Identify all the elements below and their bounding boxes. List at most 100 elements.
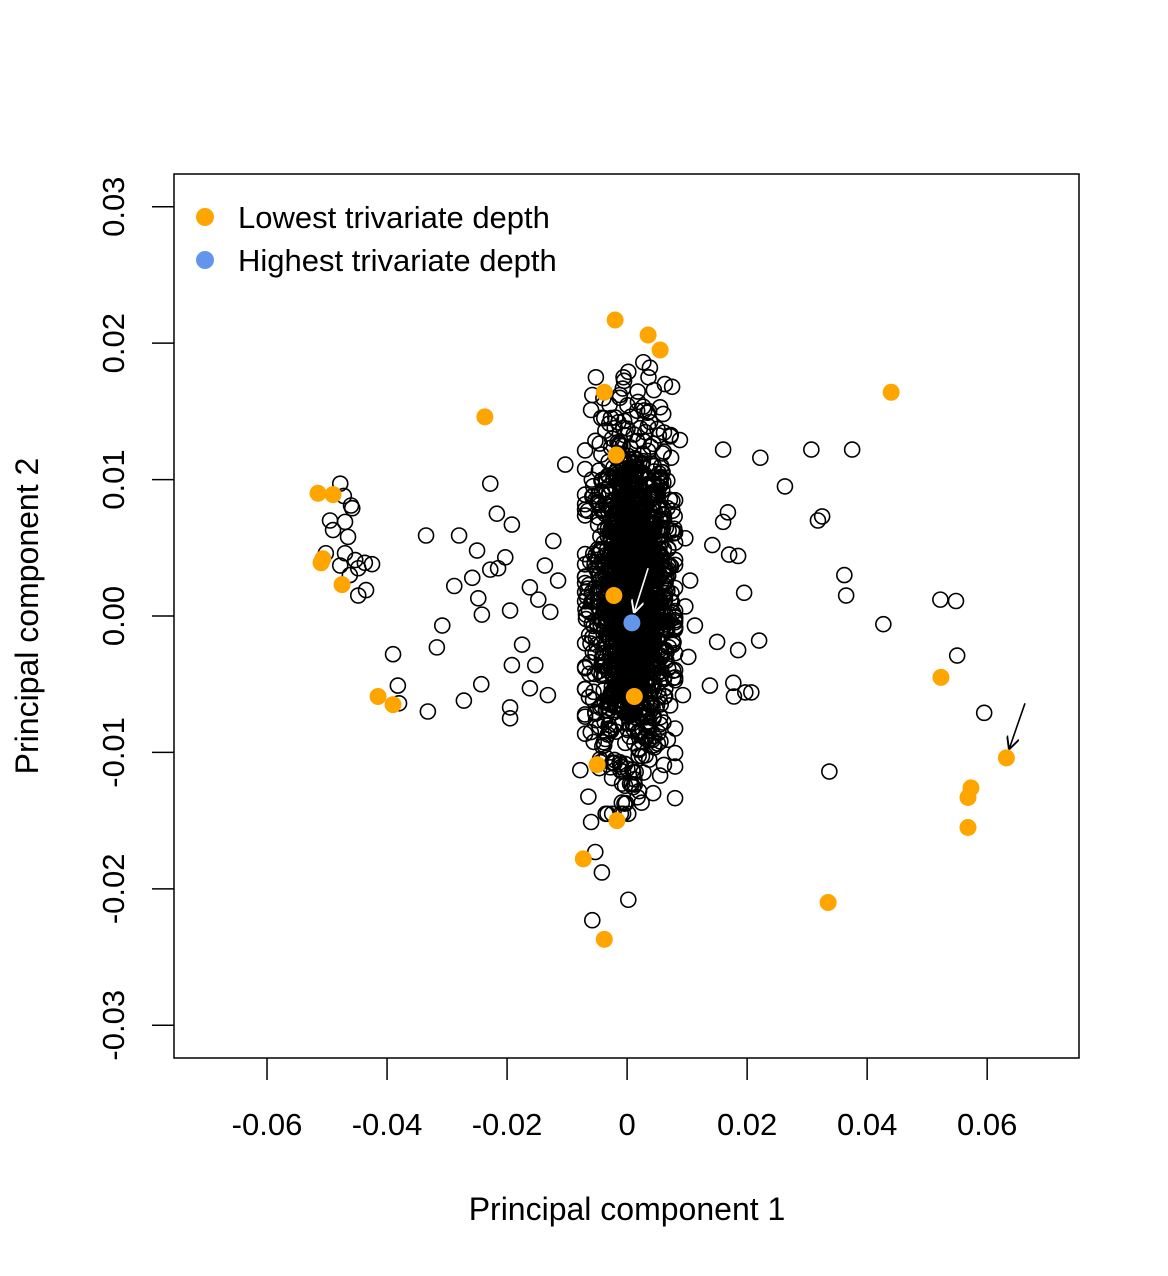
point-core [587,711,605,729]
point-core [615,672,633,690]
point-other [603,430,621,447]
point-core [613,775,631,792]
point-other [501,699,519,716]
point-other [455,692,473,709]
point-core [602,685,619,703]
point-core [618,506,636,523]
point-other [809,512,827,529]
point-core [635,644,652,662]
point-core [642,664,660,681]
point-other [324,521,342,539]
y-tick-label: 0.00 [96,586,131,646]
point-core [647,509,664,527]
point-core [648,659,666,677]
point-other [469,589,487,607]
point-other [445,577,463,595]
point-core [578,588,596,606]
point-other [725,688,743,705]
point-other [346,551,364,569]
point-other [539,686,557,704]
x-tick-label: -0.06 [232,1107,303,1142]
points-layer [309,311,1015,948]
point-core [638,475,656,493]
y-tick-label: 0.03 [96,177,131,237]
point-core [640,368,657,386]
point-core [576,659,594,677]
point-core [584,545,602,563]
point-other [549,572,567,589]
y-tick-label: -0.02 [96,854,131,925]
point-other [593,864,611,881]
point-other [582,401,600,419]
point-other [501,602,519,619]
point-core [638,720,655,738]
point-core [630,665,648,683]
point-core [619,708,637,725]
point-lowest-depth [997,749,1015,767]
point-core [626,771,643,788]
point-other [843,441,861,458]
point-lowest-depth [651,341,669,359]
point-core [588,636,605,654]
point-core [606,419,624,437]
point-other [529,591,547,608]
point-core [639,676,657,694]
point-lowest-depth [607,446,625,464]
point-other [331,557,349,574]
point-core [647,585,665,603]
point-core [593,483,611,500]
point-core [616,496,634,513]
point-core [576,460,594,478]
point-core [590,599,607,616]
point-core [576,635,594,652]
y-tick-label: -0.03 [96,990,131,1061]
point-other [803,441,820,458]
point-other [735,584,753,602]
point-lowest-depth [314,550,332,568]
point-other [587,368,605,386]
point-other [836,566,853,584]
point-lowest-depth [333,576,351,594]
x-tick-label: 0.04 [837,1107,897,1142]
point-core [637,423,654,441]
point-other [932,591,949,608]
point-core [602,696,619,713]
point-other [947,592,965,610]
point-other [708,633,726,651]
point-other [948,647,966,664]
point-other [651,398,669,416]
point-core [661,612,678,629]
point-other [571,761,589,779]
point-other [729,547,747,565]
point-other [725,674,742,692]
point-core [630,741,647,759]
point-lowest-depth [324,486,342,504]
point-other [743,684,760,701]
point-core [582,635,599,652]
point-core [576,442,594,459]
point-lowest-depth [574,850,592,868]
point-core [645,682,663,700]
point-core [609,470,626,487]
point-core [616,467,634,485]
point-lowest-depth [932,668,950,686]
point-core [589,516,607,534]
annotation-arrow [1009,703,1026,748]
point-other [680,648,697,666]
point-core [666,758,684,775]
point-core [641,540,659,557]
point-other [729,641,747,659]
point-other [526,656,544,674]
point-other [496,549,514,566]
point-other [714,513,732,531]
x-tick-label: 0 [618,1107,635,1142]
point-core [576,680,594,698]
point-core [654,512,672,529]
point-other [813,508,831,525]
point-other [342,497,360,514]
point-core [631,419,649,437]
point-lowest-depth [959,788,977,806]
point-highest-depth [623,614,641,632]
point-other [821,763,838,780]
